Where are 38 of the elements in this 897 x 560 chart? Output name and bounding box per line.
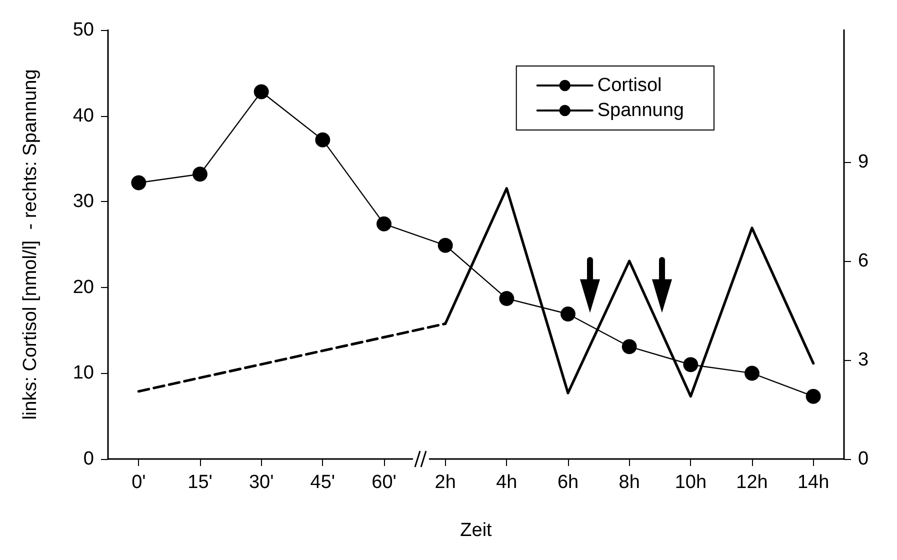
y2-tick-label: 9 [858,152,869,172]
x-tick-label: 60' [372,472,396,493]
x-axis-title: Zeit [460,520,493,541]
y-tick-label: 50 [72,20,94,40]
x-tick-label: 8h [618,472,640,493]
point [438,238,453,253]
y-tick-label: 0 [83,448,94,470]
point [376,216,392,232]
x-tick-label: 10h [674,472,707,493]
x-tick-label: 6h [557,472,579,493]
x-tick-label: 30' [248,472,274,493]
y2-tick-label: 3 [858,350,869,370]
point [499,291,514,306]
x-tick-label: 14h [797,472,830,493]
x-tick-label: 4h [496,472,518,493]
x-tick-label: 15' [188,472,212,493]
y-tick-label: 10 [72,362,94,384]
x-tick-label: 12h [736,472,768,493]
point [315,132,330,148]
y-axis-title: links: Cortisol [nmol/l] - rechts: Spannung [20,69,41,420]
y-tick-label: 30 [72,191,94,212]
point [192,166,208,182]
point [560,306,576,322]
point [683,357,698,372]
y-tick-label: 40 [72,105,94,126]
legend-label: Cortisol [597,75,662,96]
y2-tick-label: 6 [858,250,869,272]
y-tick-label: 20 [72,276,94,298]
point [744,366,760,381]
point [622,339,637,354]
point [806,388,821,404]
x-tick-label: 45' [310,472,336,493]
x-tick-label: 0' [132,472,146,493]
legend-label: Spannung [597,100,684,121]
point [254,84,269,100]
y2-tick-label: 0 [858,448,869,470]
point [131,175,146,190]
x-tick-label: 2h [434,472,456,493]
